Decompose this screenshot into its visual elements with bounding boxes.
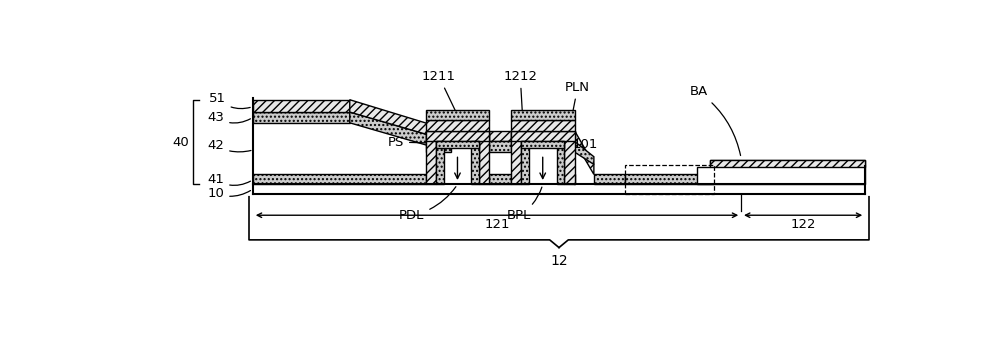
Polygon shape: [697, 160, 865, 184]
Text: 42: 42: [207, 140, 251, 152]
Text: 10: 10: [207, 187, 251, 200]
Bar: [436, 141, 444, 184]
Polygon shape: [350, 112, 450, 152]
Text: BPL: BPL: [507, 187, 542, 222]
Bar: [625, 165, 714, 194]
Bar: [479, 130, 489, 184]
Bar: [594, 175, 625, 184]
Bar: [710, 160, 865, 167]
Bar: [489, 175, 511, 184]
Bar: [489, 130, 511, 141]
Bar: [489, 141, 511, 152]
Bar: [253, 112, 350, 123]
Text: 40: 40: [173, 135, 189, 149]
Bar: [521, 141, 529, 184]
Bar: [625, 175, 714, 184]
Bar: [253, 100, 350, 112]
Bar: [511, 130, 575, 141]
Bar: [521, 141, 564, 148]
Bar: [426, 130, 436, 184]
Polygon shape: [350, 100, 450, 141]
Bar: [426, 120, 489, 130]
Bar: [426, 110, 489, 120]
Text: 41: 41: [207, 173, 250, 186]
Bar: [511, 130, 521, 184]
Text: 122: 122: [790, 218, 816, 231]
Bar: [511, 110, 575, 120]
Bar: [511, 120, 575, 130]
Text: 101: 101: [573, 132, 598, 151]
Text: PS: PS: [388, 135, 483, 149]
Bar: [436, 141, 479, 148]
Text: 121: 121: [484, 218, 510, 231]
Bar: [426, 130, 489, 141]
Bar: [557, 141, 564, 184]
Text: 12: 12: [550, 254, 568, 268]
Bar: [426, 141, 450, 152]
Polygon shape: [574, 141, 594, 164]
Text: PLN: PLN: [565, 81, 590, 120]
Text: 1211: 1211: [422, 70, 456, 113]
Text: 51: 51: [209, 92, 250, 109]
Text: BA: BA: [689, 85, 741, 156]
Bar: [471, 141, 479, 184]
Bar: [253, 175, 426, 184]
Text: 43: 43: [207, 111, 250, 124]
Bar: [564, 130, 575, 184]
Text: PDL: PDL: [399, 187, 456, 222]
Polygon shape: [574, 130, 594, 175]
Bar: [426, 130, 450, 141]
Text: 1212: 1212: [503, 70, 537, 114]
